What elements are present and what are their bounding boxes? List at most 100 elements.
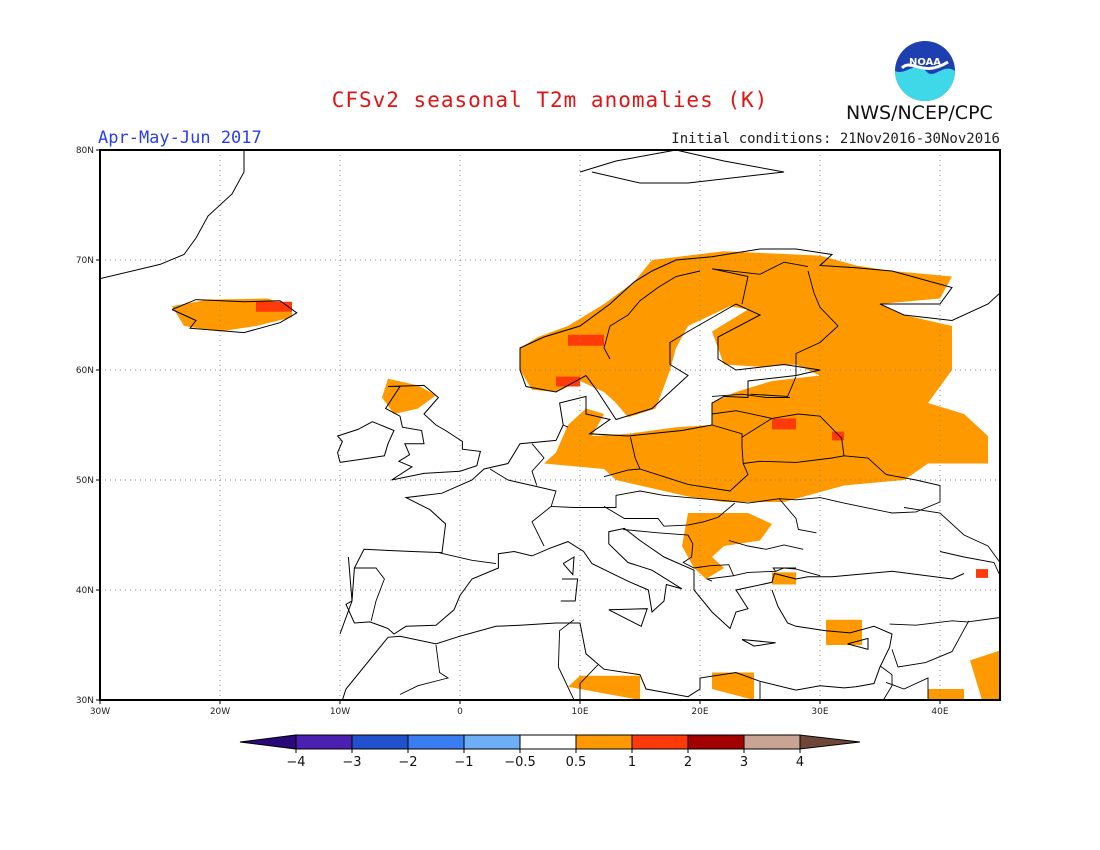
lat-tick-label: 40N [76,586,94,596]
country-border [903,507,1000,563]
map-content [100,150,1000,700]
lat-tick-label: 70N [76,256,94,266]
coastline [100,150,245,280]
anomaly-region-red [256,301,292,312]
country-border [531,443,545,486]
anomaly-region-orange [382,378,436,414]
colorbar-label: −3 [342,755,361,770]
country-border [891,620,970,668]
country-border [885,677,929,700]
anomaly-region-red [772,418,796,430]
anomaly-region-red [832,431,844,441]
coastline [608,608,648,628]
anomaly-region-orange [928,689,964,700]
coastline [741,639,776,647]
coastline [339,248,1000,635]
country-border [629,424,749,492]
country-border [879,665,893,700]
colorbar-bin [407,734,465,750]
lon-tick-label: 40E [931,707,948,717]
figure-title: CFSv2 seasonal T2m anomalies (K) [331,88,769,112]
anomaly-region-orange [682,513,772,579]
initial-conditions: Initial conditions: 21Nov2016-30Nov2016 [671,131,1000,147]
coastline [562,556,575,576]
colorbar-label: 2 [684,755,692,770]
anomaly-region-orange [970,650,1000,700]
lon-tick-label: 20E [691,707,708,717]
country-border [741,413,845,456]
country-border [551,490,817,534]
country-border [711,410,773,419]
anomaly-region-red [568,334,604,346]
coastline [847,637,869,651]
country-border [711,261,809,305]
anomaly-region-orange [772,572,796,585]
anomaly-region-red [976,569,988,578]
country-border [795,270,839,376]
coastline [579,150,785,184]
noaa-logo-text: NOAA [909,57,941,68]
colorbar-bin [519,734,577,750]
coastline [384,384,482,481]
coastline [560,578,579,602]
country-border [557,619,575,700]
colorbar-arrow-high [799,734,861,750]
country-border [603,270,701,360]
anomaly-region-orange [712,672,754,700]
map-frame [99,149,1001,701]
country-border [889,617,1000,626]
colorbar: −4 −3 −2 −1 −0.5 0.5 1 2 3 4 [239,734,861,770]
colorbar-bin [575,734,633,750]
colorbar-label: −4 [286,755,305,770]
coastline [171,299,298,334]
lon-tick-label: 0 [457,707,463,717]
colorbar-bin [351,734,409,750]
anomaly-region-red [556,376,580,387]
country-border [354,567,385,621]
colorbar-bin [687,734,745,750]
colorbar-label: 0.5 [566,755,587,770]
lon-tick-label: 30W [90,707,110,717]
country-border [438,552,497,565]
colorbar-bin [631,734,689,750]
lat-tick-label: 80N [76,146,94,156]
country-border [603,502,736,527]
country-border [939,551,1000,576]
lat-tick-label: 30N [76,696,94,706]
country-border [743,455,941,514]
country-border [489,468,557,547]
colorbar-arrow-low [239,734,297,750]
colorbar-bin [295,734,353,750]
country-border [603,468,641,478]
lon-tick-label: 30E [811,707,828,717]
colorbar-label: −0.5 [504,755,536,770]
noaa-logo-icon: NOAA [895,41,955,101]
colorbar-label: −1 [454,755,473,770]
coastline [336,421,395,463]
colorbar-label: 1 [628,755,636,770]
colorbar-bin [743,734,801,750]
lon-tick-label: 10W [330,707,350,717]
anomaly-region-orange [520,251,988,502]
country-border [399,644,450,695]
coastline [345,527,965,635]
lat-tick-label: 60N [76,366,94,376]
colorbar-label: 3 [740,755,748,770]
lon-tick-label: 10E [571,707,588,717]
coastline [341,589,893,700]
country-border [750,376,797,397]
country-border [728,540,804,550]
colorbar-bin [463,734,521,750]
anomaly-region-orange [568,675,640,700]
colorbar-label: 4 [796,755,804,770]
forecast-period: Apr-May-Jun 2017 [98,128,262,148]
country-border [775,567,821,577]
country-border [579,664,599,700]
map-body: 30W 20W 10W 0 10E 20E 30E 40E 30N 40N 50N 60N 70N 80N [76,146,1001,717]
agency-label: NWS/NCEP/CPC [846,102,993,124]
lat-tick-label: 50N [76,476,94,486]
country-border [563,424,569,428]
colorbar-label: −2 [398,755,417,770]
lon-tick-label: 20W [210,707,230,717]
